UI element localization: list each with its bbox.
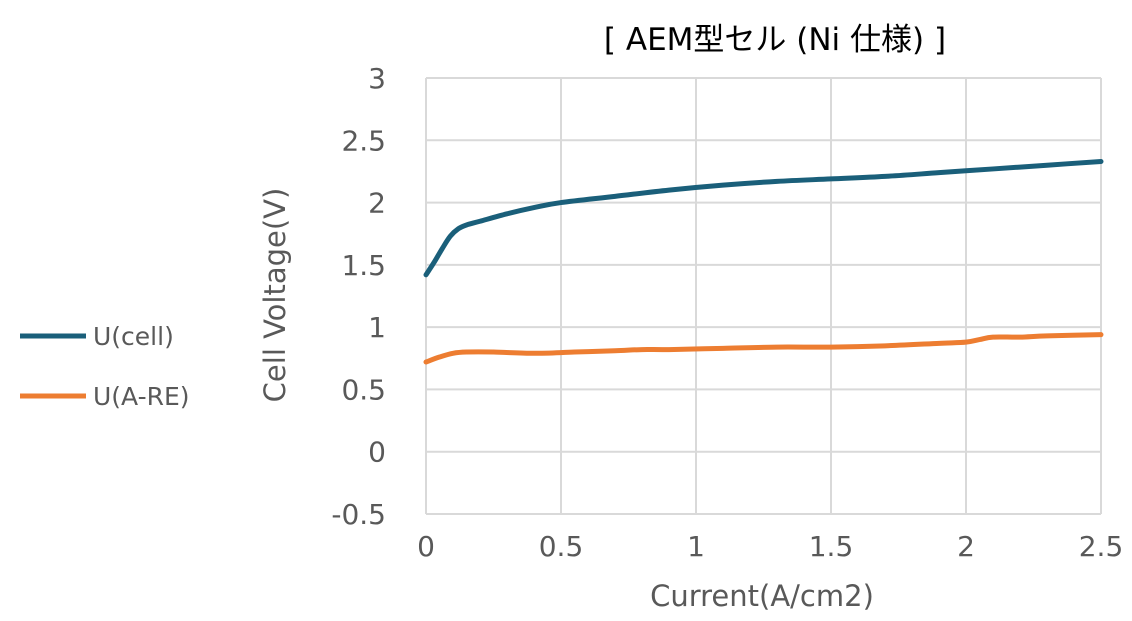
y-tick-label: 2.5 [341, 124, 386, 157]
x-tick-label: 0 [417, 530, 435, 563]
series-line-u-a-re [423, 332, 1104, 365]
x-tick-label: 1.5 [809, 530, 854, 563]
x-tick-label: 0.5 [539, 530, 584, 563]
y-tick-label: 2 [368, 187, 386, 220]
x-tick-label: 1 [687, 530, 705, 563]
legend-label-u-a-re: U(A-RE) [93, 382, 190, 411]
tick-labels: -0.5 0 0.5 1 1.5 2 2.5 3 0 0.5 1 1.5 2 2.5 [331, 62, 1123, 563]
y-tick-label: -0.5 [331, 498, 386, 531]
legend-label-u-cell: U(cell) [93, 322, 174, 351]
y-tick-label: 0.5 [341, 373, 386, 406]
y-tick-label: 3 [368, 62, 386, 95]
x-tick-label: 2.5 [1079, 530, 1124, 563]
y-tick-label: 0 [368, 436, 386, 469]
y-axis-title: Cell Voltage(V) [258, 188, 292, 403]
series-line-u-cell [423, 158, 1104, 278]
legend: U(cell) U(A-RE) [20, 322, 190, 411]
grid-lines [425, 77, 1102, 515]
y-tick-label: 1.5 [341, 249, 386, 282]
x-axis-title: Current(A/cm2) [650, 579, 874, 613]
y-tick-label: 1 [368, 311, 386, 344]
x-tick-label: 2 [957, 530, 975, 563]
plot-series [423, 158, 1104, 365]
chart-title: [ AEM型セル (Ni 仕様) ] [604, 22, 946, 58]
